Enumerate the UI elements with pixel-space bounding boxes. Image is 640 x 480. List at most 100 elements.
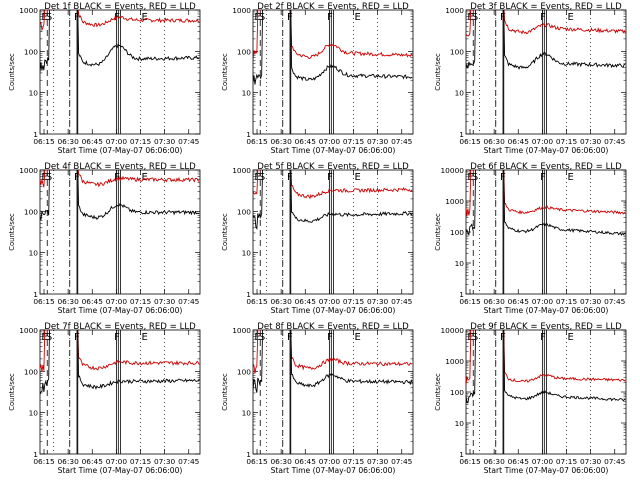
y-tick-label: 10 [29,249,39,258]
y-tick-label: 100 [24,207,38,216]
chart-panel-3: Det 3f BLACK = Events, RED = LLD 1 10 100 10… [434,2,627,155]
segment-marker: E [142,172,148,183]
y-tick-label: 100 [450,228,464,237]
x-tick-label: 06:45 [508,457,530,466]
x-tick-label: 07:00 [319,457,341,466]
x-tick-label: 07:45 [391,297,413,306]
chart-title: Det 5f BLACK = Events, RED = LLD [257,162,409,172]
series-events [466,170,626,237]
x-tick-label: 06:30 [57,457,79,466]
x-tick-label: 06:15 [459,297,481,306]
plot-frame [252,169,414,295]
y-axis-label: Counts/sec [434,53,442,91]
x-tick-label: 07:15 [130,457,152,466]
segment-marker: F [74,172,80,183]
x-tick-label: 07:00 [319,137,341,146]
segment-marker: F [327,332,333,343]
x-tick-label: 07:00 [532,457,554,466]
segment-marker: F [287,332,293,343]
y-tick-label: 100 [24,47,38,56]
x-tick-label: 07:45 [604,137,626,146]
y-tick-label: 10 [242,409,252,418]
y-tick-label: 1 [246,450,251,459]
y-tick-label: 1 [246,130,251,139]
x-tick-label: 07:45 [604,297,626,306]
y-tick-label: 1000 [232,326,251,335]
y-tick-label: 10000 [440,166,464,175]
segment-marker: S [472,332,478,343]
x-axis-label: Start Time (07-May-07 06:06:00) [58,466,183,475]
x-axis-label: Start Time (07-May-07 06:06:00) [484,146,609,155]
segment-marker: E [142,332,148,343]
y-tick-label: 1000 [445,357,464,366]
x-tick-label: 07:30 [154,297,176,306]
x-tick-label: 07:30 [580,457,602,466]
x-tick-label: 07:00 [106,457,128,466]
series-events [40,10,200,73]
y-tick-label: 100 [24,367,38,376]
chart-title: Det 6f BLACK = Events, RED = LLD [470,162,622,172]
x-tick-label: 06:30 [57,137,79,146]
x-axis-label: Start Time (07-May-07 06:06:00) [271,146,396,155]
y-tick-label: 1000 [19,6,38,15]
x-tick-label: 07:45 [178,137,200,146]
x-tick-label: 06:15 [246,457,268,466]
x-tick-label: 06:45 [295,137,317,146]
x-tick-label: 07:00 [106,297,128,306]
x-tick-label: 07:45 [391,137,413,146]
y-tick-label: 1 [459,450,464,459]
plot-frame [465,9,627,135]
segment-marker: F [74,12,80,23]
segment-marker: F [287,12,293,23]
series-lld [466,170,626,217]
chart-title: Det 1f BLACK = Events, RED = LLD [44,2,196,12]
x-tick-label: 07:30 [367,297,389,306]
y-tick-label: 1000 [445,197,464,206]
x-tick-label: 06:15 [246,137,268,146]
chart-panel-6: Det 6f BLACK = Events, RED = LLD 1 10 100 10… [434,162,627,315]
chart-title: Det 9f BLACK = Events, RED = LLD [470,322,622,332]
y-axis-label: Counts/sec [8,53,16,91]
x-axis-label: Start Time (07-May-07 06:06:00) [484,466,609,475]
plot-frame [39,169,201,295]
x-tick-label: 07:00 [319,297,341,306]
x-tick-label: 07:15 [130,137,152,146]
y-tick-label: 1 [33,290,38,299]
chart-title: Det 4f BLACK = Events, RED = LLD [44,162,196,172]
plot-frame [39,9,201,135]
segment-marker: F [74,332,80,343]
chart-title: Det 2f BLACK = Events, RED = LLD [257,2,409,12]
chart-panel-8: Det 8f BLACK = Events, RED = LLD 1 10 100 10… [221,322,414,475]
plot-frame [252,9,414,135]
chart-panel-4: Det 4f BLACK = Events, RED = LLD 1 10 100 10… [8,162,201,315]
x-tick-label: 06:15 [33,137,55,146]
chart-title: Det 3f BLACK = Events, RED = LLD [470,2,622,12]
y-tick-label: 1000 [232,166,251,175]
x-axis-label: Start Time (07-May-07 06:06:00) [58,146,183,155]
segment-marker: E [355,332,361,343]
x-tick-label: 07:15 [556,137,578,146]
y-tick-label: 1 [33,450,38,459]
plot-frame [252,329,414,455]
series-lld [253,10,413,61]
chart-panel-7: Det 7f BLACK = Events, RED = LLD 1 10 100 10… [8,322,201,475]
segment-marker: F [114,332,120,343]
x-axis-label: Start Time (07-May-07 06:06:00) [271,306,396,315]
y-axis-label: Counts/sec [221,213,229,251]
y-tick-label: 1000 [232,6,251,15]
y-tick-label: 100 [237,367,251,376]
segment-marker: F [327,12,333,23]
y-axis-label: Counts/sec [8,213,16,251]
x-tick-label: 07:30 [580,297,602,306]
y-tick-label: 10000 [440,326,464,335]
series-events [466,330,626,404]
series-events [466,10,626,70]
y-tick-label: 1000 [19,326,38,335]
x-tick-label: 06:45 [508,137,530,146]
series-lld [40,330,200,372]
y-tick-label: 10 [29,409,39,418]
x-tick-label: 06:30 [270,457,292,466]
x-axis-label: Start Time (07-May-07 06:06:00) [58,306,183,315]
x-tick-label: 07:45 [178,457,200,466]
